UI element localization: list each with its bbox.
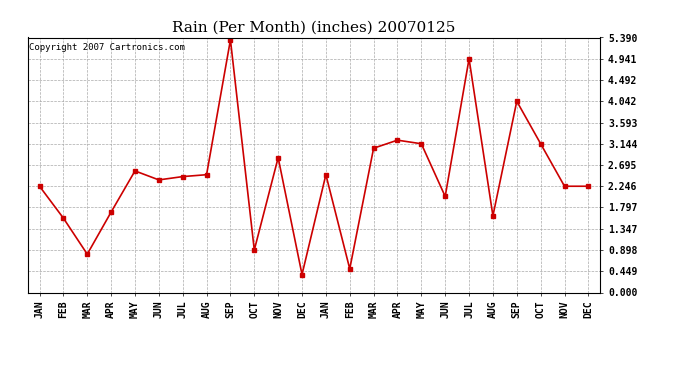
Title: Rain (Per Month) (inches) 20070125: Rain (Per Month) (inches) 20070125 xyxy=(172,21,455,35)
Text: Copyright 2007 Cartronics.com: Copyright 2007 Cartronics.com xyxy=(29,43,185,52)
